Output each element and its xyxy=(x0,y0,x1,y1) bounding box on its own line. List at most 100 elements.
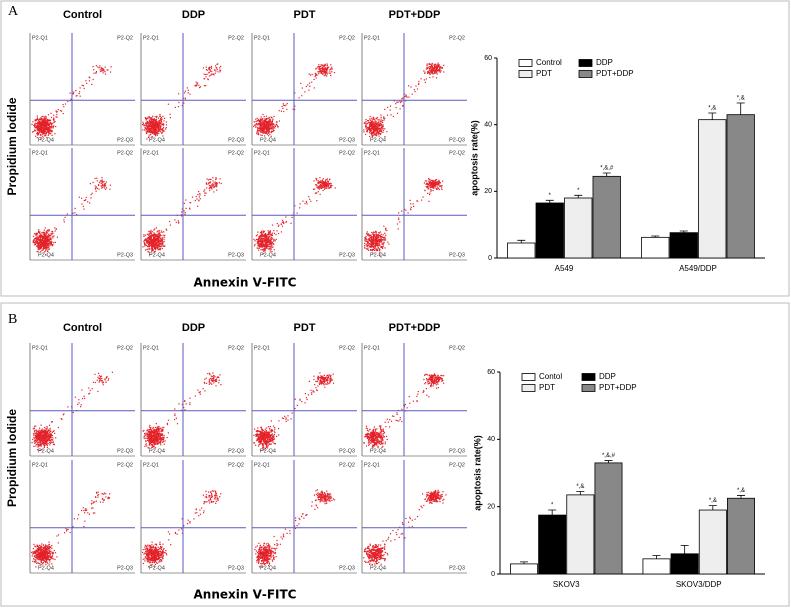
event-dot xyxy=(89,389,91,392)
event-dot xyxy=(435,66,437,68)
event-dot xyxy=(45,428,47,430)
event-dot xyxy=(50,133,52,135)
event-dot xyxy=(269,240,271,242)
event-dot xyxy=(370,121,373,123)
event-dot xyxy=(375,241,377,243)
event-dot xyxy=(151,120,153,122)
event-dot xyxy=(144,245,146,247)
event-dot xyxy=(50,237,52,239)
event-dot xyxy=(261,246,263,248)
event-dot xyxy=(162,115,164,117)
event-dot xyxy=(195,81,197,83)
event-dot xyxy=(102,384,104,386)
event-dot xyxy=(104,66,106,68)
event-dot xyxy=(367,126,369,128)
event-dot xyxy=(148,239,150,241)
event-dot xyxy=(432,189,434,192)
event-dot xyxy=(37,129,39,131)
event-dot xyxy=(46,431,48,433)
event-dot xyxy=(151,245,153,247)
event-dot xyxy=(81,197,83,199)
event-dot xyxy=(39,442,42,444)
event-dot xyxy=(379,127,382,129)
event-dot xyxy=(152,233,154,236)
event-dot xyxy=(376,116,378,119)
event-dot xyxy=(366,231,368,233)
event-dot xyxy=(49,119,52,121)
event-dot xyxy=(46,121,48,123)
event-dot xyxy=(377,240,379,242)
event-dot xyxy=(257,239,259,241)
event-dot xyxy=(36,430,38,432)
event-dot xyxy=(372,123,374,125)
event-dot xyxy=(154,233,156,235)
event-dot xyxy=(258,237,260,239)
quadrant-label: P2-Q1 xyxy=(32,150,48,156)
event-dot xyxy=(377,123,379,125)
event-dot xyxy=(220,65,222,68)
event-dot xyxy=(441,187,443,189)
event-dot xyxy=(273,249,275,251)
event-dot xyxy=(253,124,256,126)
event-dot xyxy=(149,242,151,244)
event-dot xyxy=(324,63,326,65)
event-dot xyxy=(45,233,48,235)
event-dot xyxy=(48,245,50,247)
event-dot xyxy=(156,235,159,238)
event-dot xyxy=(148,230,150,232)
event-dot xyxy=(365,121,367,123)
event-dot xyxy=(144,243,146,245)
event-dot xyxy=(260,233,262,235)
event-dot xyxy=(265,132,267,134)
event-dot xyxy=(286,108,288,110)
event-dot xyxy=(430,179,432,182)
event-dot xyxy=(263,243,265,245)
event-dot xyxy=(154,129,156,131)
event-dot xyxy=(371,242,373,244)
event-dot xyxy=(101,381,103,383)
event-dot xyxy=(41,437,43,439)
event-dot xyxy=(37,442,39,444)
event-dot xyxy=(378,239,380,241)
event-dot xyxy=(146,240,149,243)
event-dot xyxy=(39,430,41,432)
event-dot xyxy=(381,123,383,125)
event-dot xyxy=(430,66,433,68)
event-dot xyxy=(97,376,99,378)
event-dot xyxy=(150,248,152,250)
event-dot xyxy=(37,430,39,432)
event-dot xyxy=(364,242,366,244)
event-dot xyxy=(158,235,160,237)
event-dot xyxy=(264,245,266,247)
event-dot xyxy=(215,65,217,67)
event-dot xyxy=(215,178,217,180)
event-dot xyxy=(311,81,313,83)
event-dot xyxy=(199,193,201,195)
event-dot xyxy=(39,133,41,136)
event-dot xyxy=(43,125,45,127)
event-dot xyxy=(269,133,271,135)
event-dot xyxy=(253,121,255,123)
event-dot xyxy=(406,96,408,98)
event-dot xyxy=(42,245,44,247)
event-dot xyxy=(257,128,259,130)
event-dot xyxy=(317,187,319,190)
event-dot xyxy=(379,252,381,254)
event-dot xyxy=(59,110,62,112)
event-dot xyxy=(40,128,42,130)
event-dot xyxy=(47,230,49,232)
event-dot xyxy=(438,179,440,181)
event-dot xyxy=(266,133,269,135)
event-dot xyxy=(427,66,429,68)
event-dot xyxy=(38,246,40,249)
event-dot xyxy=(381,125,383,127)
event-dot xyxy=(372,238,374,240)
event-dot xyxy=(210,185,212,187)
event-dot xyxy=(149,117,151,119)
event-dot xyxy=(373,246,375,248)
event-dot xyxy=(433,180,435,183)
event-dot xyxy=(142,246,144,248)
event-dot xyxy=(162,126,165,128)
event-dot xyxy=(368,122,370,124)
event-dot xyxy=(370,242,372,244)
